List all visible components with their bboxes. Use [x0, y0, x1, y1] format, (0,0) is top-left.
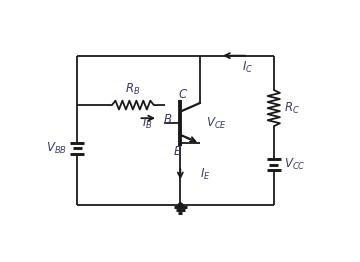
Text: $V_{CE}$: $V_{CE}$: [206, 116, 227, 131]
Text: $V_{CC}$: $V_{CC}$: [284, 157, 306, 172]
Text: $I_E$: $I_E$: [200, 167, 211, 182]
Text: $R_C$: $R_C$: [284, 101, 300, 116]
Text: $R_B$: $R_B$: [125, 82, 140, 97]
Text: E: E: [174, 145, 181, 158]
Text: $I_C$: $I_C$: [242, 60, 253, 75]
Text: C: C: [179, 89, 187, 101]
Text: B: B: [164, 113, 172, 126]
Text: $I_B$: $I_B$: [141, 116, 152, 131]
Text: $V_{BB}$: $V_{BB}$: [46, 141, 67, 156]
